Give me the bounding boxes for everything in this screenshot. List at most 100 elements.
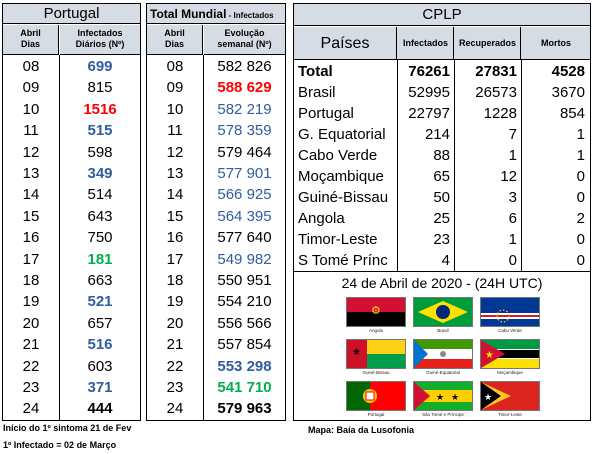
mundial-title-bar: Total Mundial - Infectados xyxy=(147,4,285,24)
portugal-row-value: 699 xyxy=(87,58,113,75)
mundial-row-day: 19 xyxy=(166,293,184,311)
mundial-row-day: 18 xyxy=(166,272,184,289)
portugal-row-day: 17 xyxy=(22,250,40,268)
cplp-row-country: Total xyxy=(298,63,333,80)
cplp-row-mortos: 1 xyxy=(576,126,585,143)
cplp-row-country: Guiné-Bissau xyxy=(298,189,389,206)
brazil-flag-icon xyxy=(413,297,473,327)
portugal-row-value: 750 xyxy=(87,229,113,247)
cplp-title: CPLP xyxy=(294,4,590,26)
portugal-row-day: 10 xyxy=(22,100,40,118)
cplp-row-mortos: 4528 xyxy=(551,63,585,80)
portugal-row-day: 20 xyxy=(22,314,40,332)
portugal-row-day: 24 xyxy=(22,400,40,418)
flag-label-portugal: Portugal xyxy=(367,412,385,417)
portugal-row-value: 181 xyxy=(87,250,113,268)
mundial-row-value: 550 951 xyxy=(217,272,272,289)
portugal-row-value: 657 xyxy=(87,314,113,332)
cplp-row-country: Portugal xyxy=(298,105,354,122)
guinea-bissau-flag-icon: ★ xyxy=(346,339,406,369)
footer-first-symptom: Início do 1º sintoma 21 de Fev xyxy=(3,423,132,433)
mundial-row-value: 566 925 xyxy=(217,186,272,204)
cape-verde-flag-icon xyxy=(480,297,540,327)
mundial-row-value: 588 629 xyxy=(217,79,272,97)
mundial-row-day: 14 xyxy=(166,186,184,204)
portugal-row-value: 521 xyxy=(87,293,113,311)
portugal-row-value: 515 xyxy=(87,122,113,140)
cplp-header-paises: Países xyxy=(294,27,397,60)
portugal-row-day: 16 xyxy=(22,229,40,247)
mundial-row-day: 10 xyxy=(166,100,184,118)
cplp-row-infectados: 65 xyxy=(433,168,450,185)
portugal-col-day-header: Abril Dias xyxy=(3,25,59,55)
portugal-row-day: 12 xyxy=(22,143,40,161)
mundial-row-day: 20 xyxy=(166,314,184,332)
cplp-header-mortos: Mortos xyxy=(541,38,571,48)
mundial-row-value: 578 359 xyxy=(217,122,272,140)
cplp-row-infectados: 22797 xyxy=(408,105,450,122)
flag-label-timor-leste: Timor-Leste xyxy=(498,412,522,417)
portugal-row-day: 11 xyxy=(23,122,39,140)
cplp-row-recuperados: 1 xyxy=(508,231,517,248)
cplp-row-infectados: 76261 xyxy=(408,63,450,80)
mundial-row-value: 564 395 xyxy=(217,207,272,225)
timor-leste-flag-icon: ★ xyxy=(480,381,540,411)
mundial-row-day: 11 xyxy=(167,122,183,140)
portugal-flag-icon xyxy=(346,381,406,411)
portugal-row-value: 643 xyxy=(87,207,113,225)
portugal-row-day: 14 xyxy=(22,186,40,204)
cplp-row-infectados: 25 xyxy=(433,210,450,227)
cplp-row-country: G. Equatorial xyxy=(298,126,386,143)
mundial-col-value-header: Evolução semanal (Nº) xyxy=(204,25,285,55)
cplp-row-infectados: 50 xyxy=(433,189,450,206)
portugal-row-value: 603 xyxy=(87,357,113,375)
svg-text:★: ★ xyxy=(485,350,494,361)
cplp-row-recuperados: 7 xyxy=(508,126,517,143)
mundial-row-value: 579 464 xyxy=(217,143,272,161)
svg-text:★: ★ xyxy=(484,392,492,402)
portugal-row-day: 15 xyxy=(22,207,40,225)
portugal-row-day: 08 xyxy=(22,58,40,75)
portugal-row-value: 514 xyxy=(87,186,113,204)
cplp-row-infectados: 214 xyxy=(424,126,450,143)
portugal-row-day: 19 xyxy=(22,293,40,311)
equatorial-guinea-flag-icon xyxy=(413,339,473,369)
cplp-header-recuperados: Recuperados xyxy=(455,27,521,60)
mundial-row-day: 16 xyxy=(166,229,184,247)
portugal-table: Portugal Abril Dias Infectados Diários (… xyxy=(2,3,141,421)
portugal-row-day: 21 xyxy=(22,336,40,354)
mundial-row-day: 17 xyxy=(166,250,184,268)
flag-label-guine-bissau: Guiné-Bissau xyxy=(362,370,390,375)
portugal-row-day: 23 xyxy=(22,379,40,396)
cplp-row-recuperados: 27831 xyxy=(475,63,517,80)
portugal-row-day: 18 xyxy=(22,272,40,289)
angola-flag-icon: ⚙ xyxy=(346,297,406,327)
cplp-row-recuperados: 3 xyxy=(508,189,517,206)
mundial-row-value: 582 219 xyxy=(217,100,272,118)
cplp-row-mortos: 3670 xyxy=(551,84,585,101)
cplp-header-infectados: Infectados xyxy=(398,27,454,60)
portugal-row-day: 13 xyxy=(22,165,40,182)
cplp-panel: CPLP Países Infectados Recuperados Morto… xyxy=(293,3,591,421)
mozambique-flag-icon: ★ xyxy=(480,339,540,369)
mundial-row-value: 577 640 xyxy=(217,229,272,247)
mundial-row-day: 08 xyxy=(166,58,184,75)
mundial-table: Total Mundial - Infectados Abril Dias Ev… xyxy=(146,3,286,421)
portugal-row-value: 663 xyxy=(87,272,113,289)
mundial-row-day: 12 xyxy=(166,143,184,161)
mundial-row-day: 13 xyxy=(166,165,184,182)
mundial-row-value: 556 566 xyxy=(217,314,272,332)
mundial-row-value: 549 982 xyxy=(217,250,272,268)
mundial-row-day: 15 xyxy=(166,207,184,225)
cplp-row-infectados: 52995 xyxy=(408,84,450,101)
portugal-row-value: 444 xyxy=(87,400,113,418)
mundial-row-value: 557 854 xyxy=(217,336,272,354)
cplp-row-recuperados: 12 xyxy=(500,168,517,185)
cplp-row-mortos: 0 xyxy=(576,231,585,248)
cplp-row-recuperados: 1228 xyxy=(483,105,517,122)
cplp-row-country: Brasil xyxy=(298,84,336,101)
portugal-row-value: 349 xyxy=(87,165,113,182)
mundial-row-value: 554 210 xyxy=(217,293,272,311)
footer-first-infected: 1º Infectado = 02 de Março xyxy=(3,440,117,450)
cplp-row-country: Timor-Leste xyxy=(298,231,378,248)
